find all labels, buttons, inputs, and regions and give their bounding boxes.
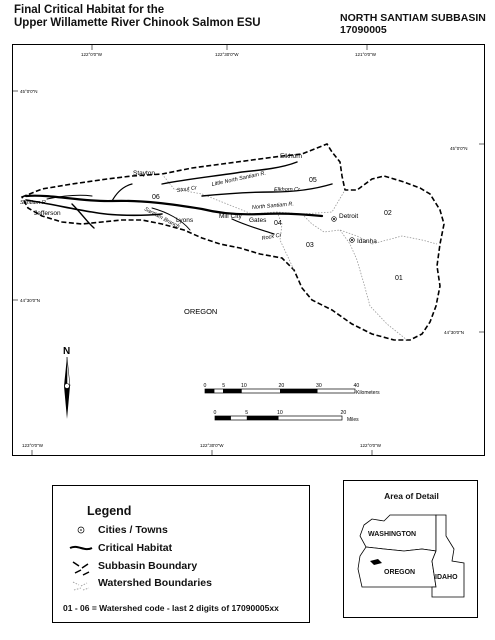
scale-km-tick-4: 30: [316, 383, 322, 389]
label-mill-city: Mill City: [219, 213, 242, 220]
area-of-detail-box: Area of Detail WASHINGTON OREGON IDAHO: [343, 480, 478, 618]
coord-left-lat-bottom: 44°30'0"N: [20, 298, 40, 303]
legend-title: Legend: [87, 504, 132, 518]
label-north-santiam-river: North Santiam R.: [252, 201, 295, 211]
watershed-05: 05: [309, 177, 317, 184]
scale-mi-tick-3: 20: [341, 410, 347, 416]
legend-subbasin: Subbasin Boundary: [98, 560, 198, 572]
label-idanha: Idanha: [357, 238, 377, 245]
label-elkhorn: Elkhorn: [280, 153, 302, 160]
watershed-03: 03: [306, 242, 314, 249]
label-gates: Gates: [249, 217, 267, 224]
inset-label-washington: WASHINGTON: [368, 531, 417, 538]
scale-mi-tick-0: 0: [214, 410, 217, 416]
label-jefferson: Jefferson: [34, 210, 61, 217]
label-elkhorn-cr: Elkhorn Cr: [274, 187, 301, 193]
inset-label-idaho: IDAHO: [435, 574, 458, 581]
label-lyons: Lyons: [176, 217, 194, 224]
town-detroit-marker: [331, 216, 337, 222]
scale-km-tick-1: 5: [222, 383, 225, 389]
coord-left-lat-top: 45°0'0"N: [20, 89, 38, 94]
legend-watershed: Watershed Boundaries: [98, 577, 212, 589]
coord-bottom-lon-2: 122°30'0"W: [200, 443, 224, 448]
map-title: Final Critical Habitat for the Upper Wil…: [14, 4, 261, 30]
scale-mi-tick-1: 5: [245, 410, 248, 416]
legend-subbasin-symbol: [72, 561, 90, 576]
inset-map: [357, 514, 465, 598]
scale-bar-miles: 0 5 10 20 Miles: [214, 410, 360, 423]
coord-bottom-lon-1: 123°0'0"W: [22, 443, 44, 448]
watershed-06: 06: [152, 194, 160, 201]
watershed-02: 02: [384, 210, 392, 217]
scale-km-tick-0: 0: [204, 383, 207, 389]
coord-top-lon-2: 122°30'0"W: [215, 52, 239, 57]
scale-km-tick-3: 20: [279, 383, 285, 389]
legend-critical-symbol: [69, 545, 93, 551]
watershed-01: 01: [395, 275, 403, 282]
watershed-04: 04: [274, 220, 282, 227]
label-stout-cr: Stout Cr: [176, 185, 198, 194]
coord-right-lat-bottom: 44°30'0"N: [444, 330, 464, 335]
label-rock-cr: Rock Cr: [261, 232, 283, 242]
watershed-boundaries: [161, 173, 438, 341]
map-frame: [12, 44, 485, 456]
legend-city-symbol: [77, 526, 85, 534]
scale-km-tick-2: 10: [241, 383, 247, 389]
legend-watershed-symbol: [72, 581, 90, 591]
subbasin-boundary: [20, 143, 445, 341]
label-stayton: Stayton: [133, 170, 155, 177]
legend-note: 01 - 06 = Watershed code - last 2 digits…: [63, 603, 279, 613]
map-canvas: 122°0'0"W 122°30'0"W 121°0'0"W 45°0'0"N …: [12, 44, 485, 456]
subbasin-name: NORTH SANTIAM SUBBASIN: [340, 12, 486, 24]
scale-bar-km: 0 5 10 20 30 40 Kilometers: [204, 383, 381, 396]
legend-box: Legend Cities / Towns Critical Habitat S…: [52, 485, 310, 623]
label-santiam-river: Santiam R.: [20, 200, 47, 206]
critical-habitat-streams: [24, 161, 333, 235]
inset-label-oregon: OREGON: [384, 569, 416, 576]
label-santiam-branch: Santiam Branch: [143, 206, 180, 230]
legend-critical-habitat: Critical Habitat: [98, 542, 173, 554]
north-arrow-label: N: [63, 346, 70, 357]
legend-symbols: [69, 526, 93, 591]
label-oregon: OREGON: [184, 307, 217, 316]
inset-subbasin-marker: [370, 559, 382, 565]
scale-km-tick-5: 40: [354, 383, 360, 389]
scale-mi-tick-2: 10: [277, 410, 283, 416]
area-of-detail-title: Area of Detail: [384, 491, 439, 501]
coord-top-lon-1: 122°0'0"W: [81, 52, 103, 57]
town-idanha-marker: [349, 237, 355, 243]
scale-km-unit: Kilometers: [356, 390, 380, 396]
map-title-line-1: Final Critical Habitat for the: [14, 4, 165, 16]
map-title-line-2: Upper Willamette River Chinook Salmon ES…: [14, 17, 261, 29]
subbasin-header: NORTH SANTIAM SUBBASIN 17090005: [340, 12, 486, 36]
coord-right-lat-top: 45°0'0"N: [450, 146, 468, 151]
subbasin-code: 17090005: [340, 24, 387, 36]
scale-mi-unit: Miles: [347, 417, 359, 423]
coord-top-lon-3: 121°0'0"W: [355, 52, 377, 57]
label-detroit: Detroit: [339, 213, 358, 220]
legend-cities: Cities / Towns: [98, 524, 168, 536]
north-arrow: N: [63, 346, 71, 419]
coord-bottom-lon-3: 122°0'0"W: [360, 443, 382, 448]
